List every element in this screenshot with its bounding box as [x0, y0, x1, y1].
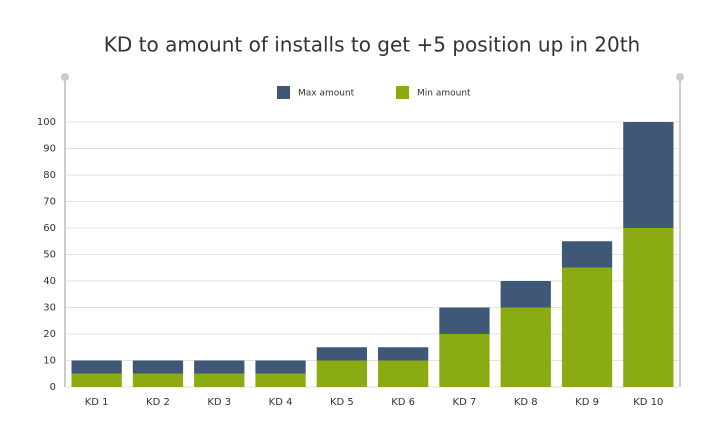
bar-segment	[500, 307, 551, 387]
x-tick-label: KD 5	[330, 397, 354, 408]
x-tick-label: KD 6	[391, 397, 415, 408]
y-tick-label: 20	[43, 329, 56, 340]
y-tick-label: 60	[43, 223, 56, 234]
x-tick-label: KD 7	[453, 397, 477, 408]
y-tick-label: 0	[50, 382, 56, 393]
y-tick-label: 10	[43, 356, 56, 367]
x-tick-label: KD 3	[207, 397, 231, 408]
x-tick-label: KD 4	[269, 397, 293, 408]
bar-segment	[132, 360, 184, 374]
bar-segment	[561, 241, 613, 268]
x-tick-label: KD 1	[85, 397, 109, 408]
bar-segment	[439, 307, 490, 334]
y-tick-label: 40	[43, 276, 56, 287]
bar-segment	[561, 267, 613, 387]
axis-cap	[61, 73, 69, 81]
bar-segment	[132, 373, 184, 387]
bar-segment	[378, 360, 429, 387]
bar-segment	[194, 373, 245, 387]
bar-segment	[439, 334, 490, 387]
x-tick-label: KD 2	[146, 397, 170, 408]
y-tick-label: 50	[43, 250, 56, 261]
x-tick-label: KD 9	[575, 397, 599, 408]
legend-label: Min amount	[417, 89, 471, 99]
y-tick-label: 80	[43, 170, 56, 181]
axis-cap	[676, 73, 684, 81]
x-tick-label: KD 10	[633, 397, 663, 408]
y-tick-label: 30	[43, 303, 56, 314]
legend-swatch	[277, 86, 290, 99]
x-tick-label: KD 8	[514, 397, 538, 408]
bar-segment	[194, 360, 245, 374]
bar-segment	[378, 347, 429, 361]
bar-segment	[316, 360, 367, 387]
legend-swatch	[396, 86, 409, 99]
bar-segment	[500, 281, 551, 308]
bar-segment	[316, 347, 367, 361]
bar-segment	[255, 360, 306, 374]
y-tick-label: 90	[43, 144, 56, 155]
bar-segment	[623, 122, 674, 228]
bar-segment	[71, 360, 122, 374]
bar-segment	[255, 373, 306, 387]
y-tick-label: 100	[37, 117, 56, 128]
legend-label: Max amount	[298, 89, 355, 99]
bar-segment	[71, 373, 122, 387]
chart-title: KD to amount of installs to get +5 posit…	[104, 33, 640, 57]
bar-segment	[623, 228, 674, 387]
y-tick-label: 70	[43, 197, 56, 208]
